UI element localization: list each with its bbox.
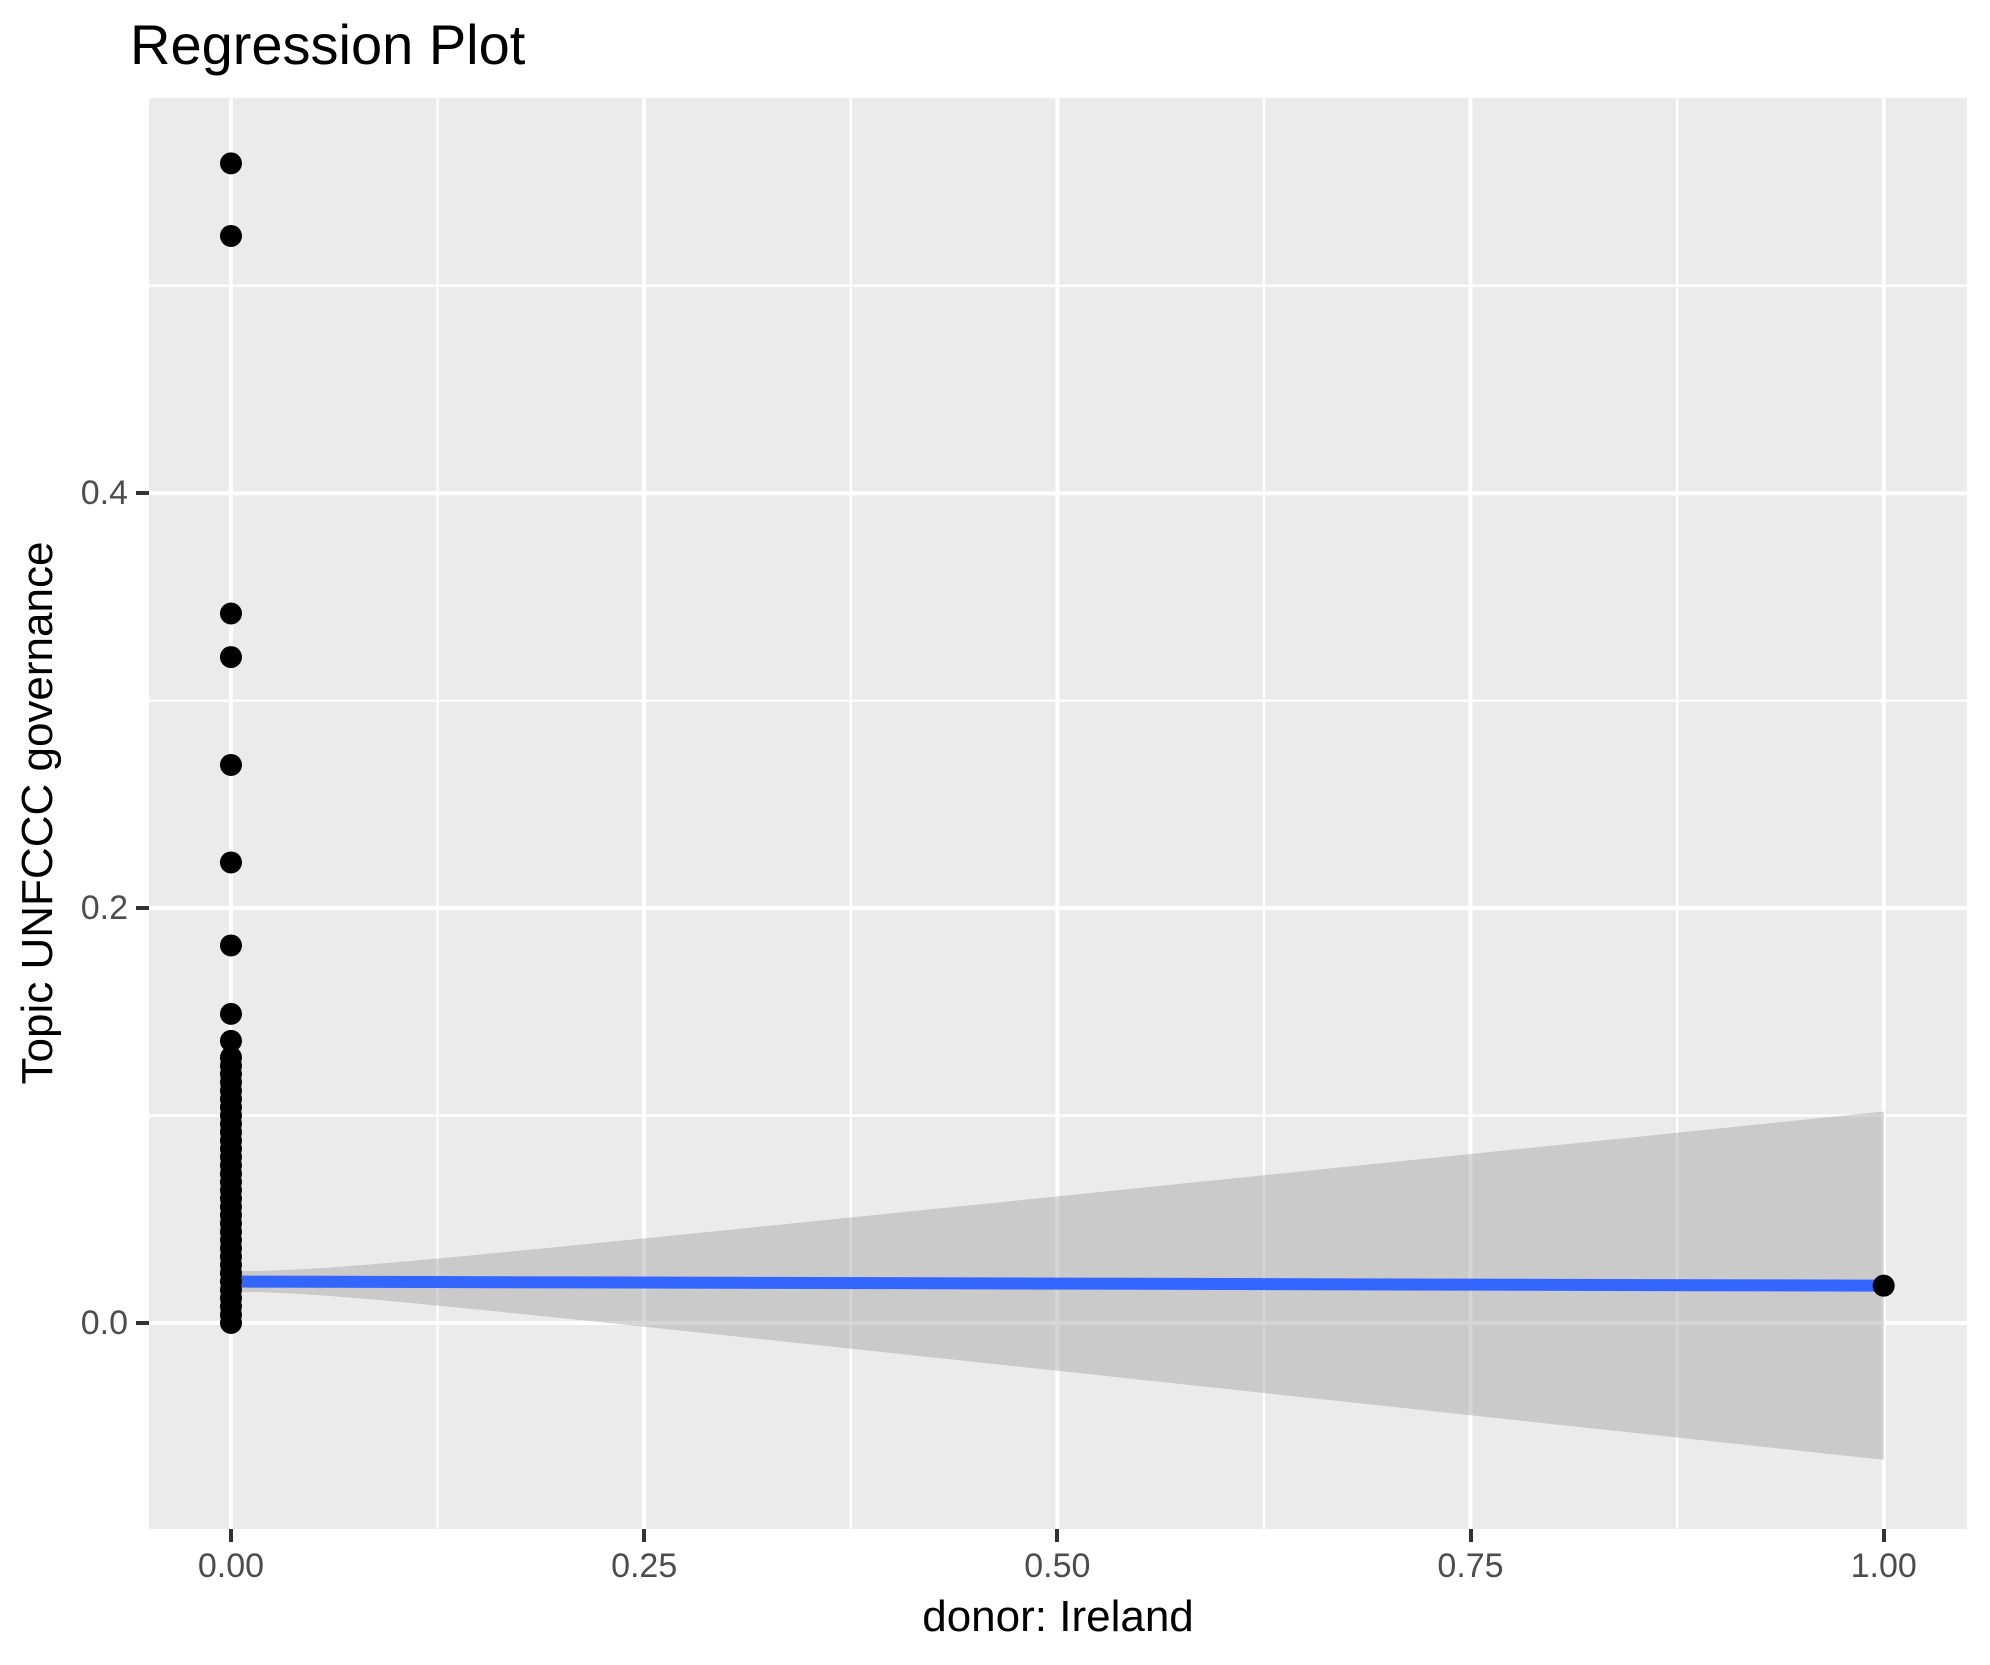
x-tick-label: 1.00 <box>1850 1547 1917 1585</box>
x-tick-label: 0.50 <box>1024 1547 1091 1585</box>
x-axis-title: donor: Ireland <box>922 1592 1194 1641</box>
data-point <box>219 224 242 247</box>
y-tick-label: 0.0 <box>80 1304 128 1342</box>
x-tick-label: 0.25 <box>611 1547 678 1585</box>
y-tick-label: 0.2 <box>80 889 128 928</box>
y-tick-mark <box>136 1321 149 1325</box>
data-point <box>219 646 242 669</box>
x-tick-mark <box>228 1529 233 1542</box>
y-tick-label: 0.4 <box>80 474 128 513</box>
plot-canvas <box>149 98 1967 1529</box>
data-point <box>219 851 242 874</box>
x-tick-mark <box>1055 1529 1060 1542</box>
x-tick-label: 0.75 <box>1437 1547 1504 1585</box>
data-point <box>219 753 242 776</box>
y-tick-mark <box>136 491 149 496</box>
data-point <box>219 934 242 957</box>
data-point <box>219 1312 242 1335</box>
data-point <box>219 152 242 175</box>
plot-title: Regression Plot <box>130 13 526 76</box>
x-tick-mark <box>642 1529 647 1542</box>
plot-panel <box>149 98 1967 1529</box>
data-point <box>219 602 242 625</box>
x-tick-label: 0.00 <box>197 1547 265 1585</box>
regression-line <box>230 1275 1884 1292</box>
data-point <box>1872 1274 1895 1297</box>
x-tick-mark <box>1468 1529 1473 1542</box>
x-tick-mark <box>1881 1529 1886 1542</box>
data-point <box>219 1002 242 1025</box>
y-tick-mark <box>136 906 149 911</box>
data-point <box>219 1029 242 1052</box>
y-axis-title: Topic UNFCCC governance <box>13 541 62 1085</box>
